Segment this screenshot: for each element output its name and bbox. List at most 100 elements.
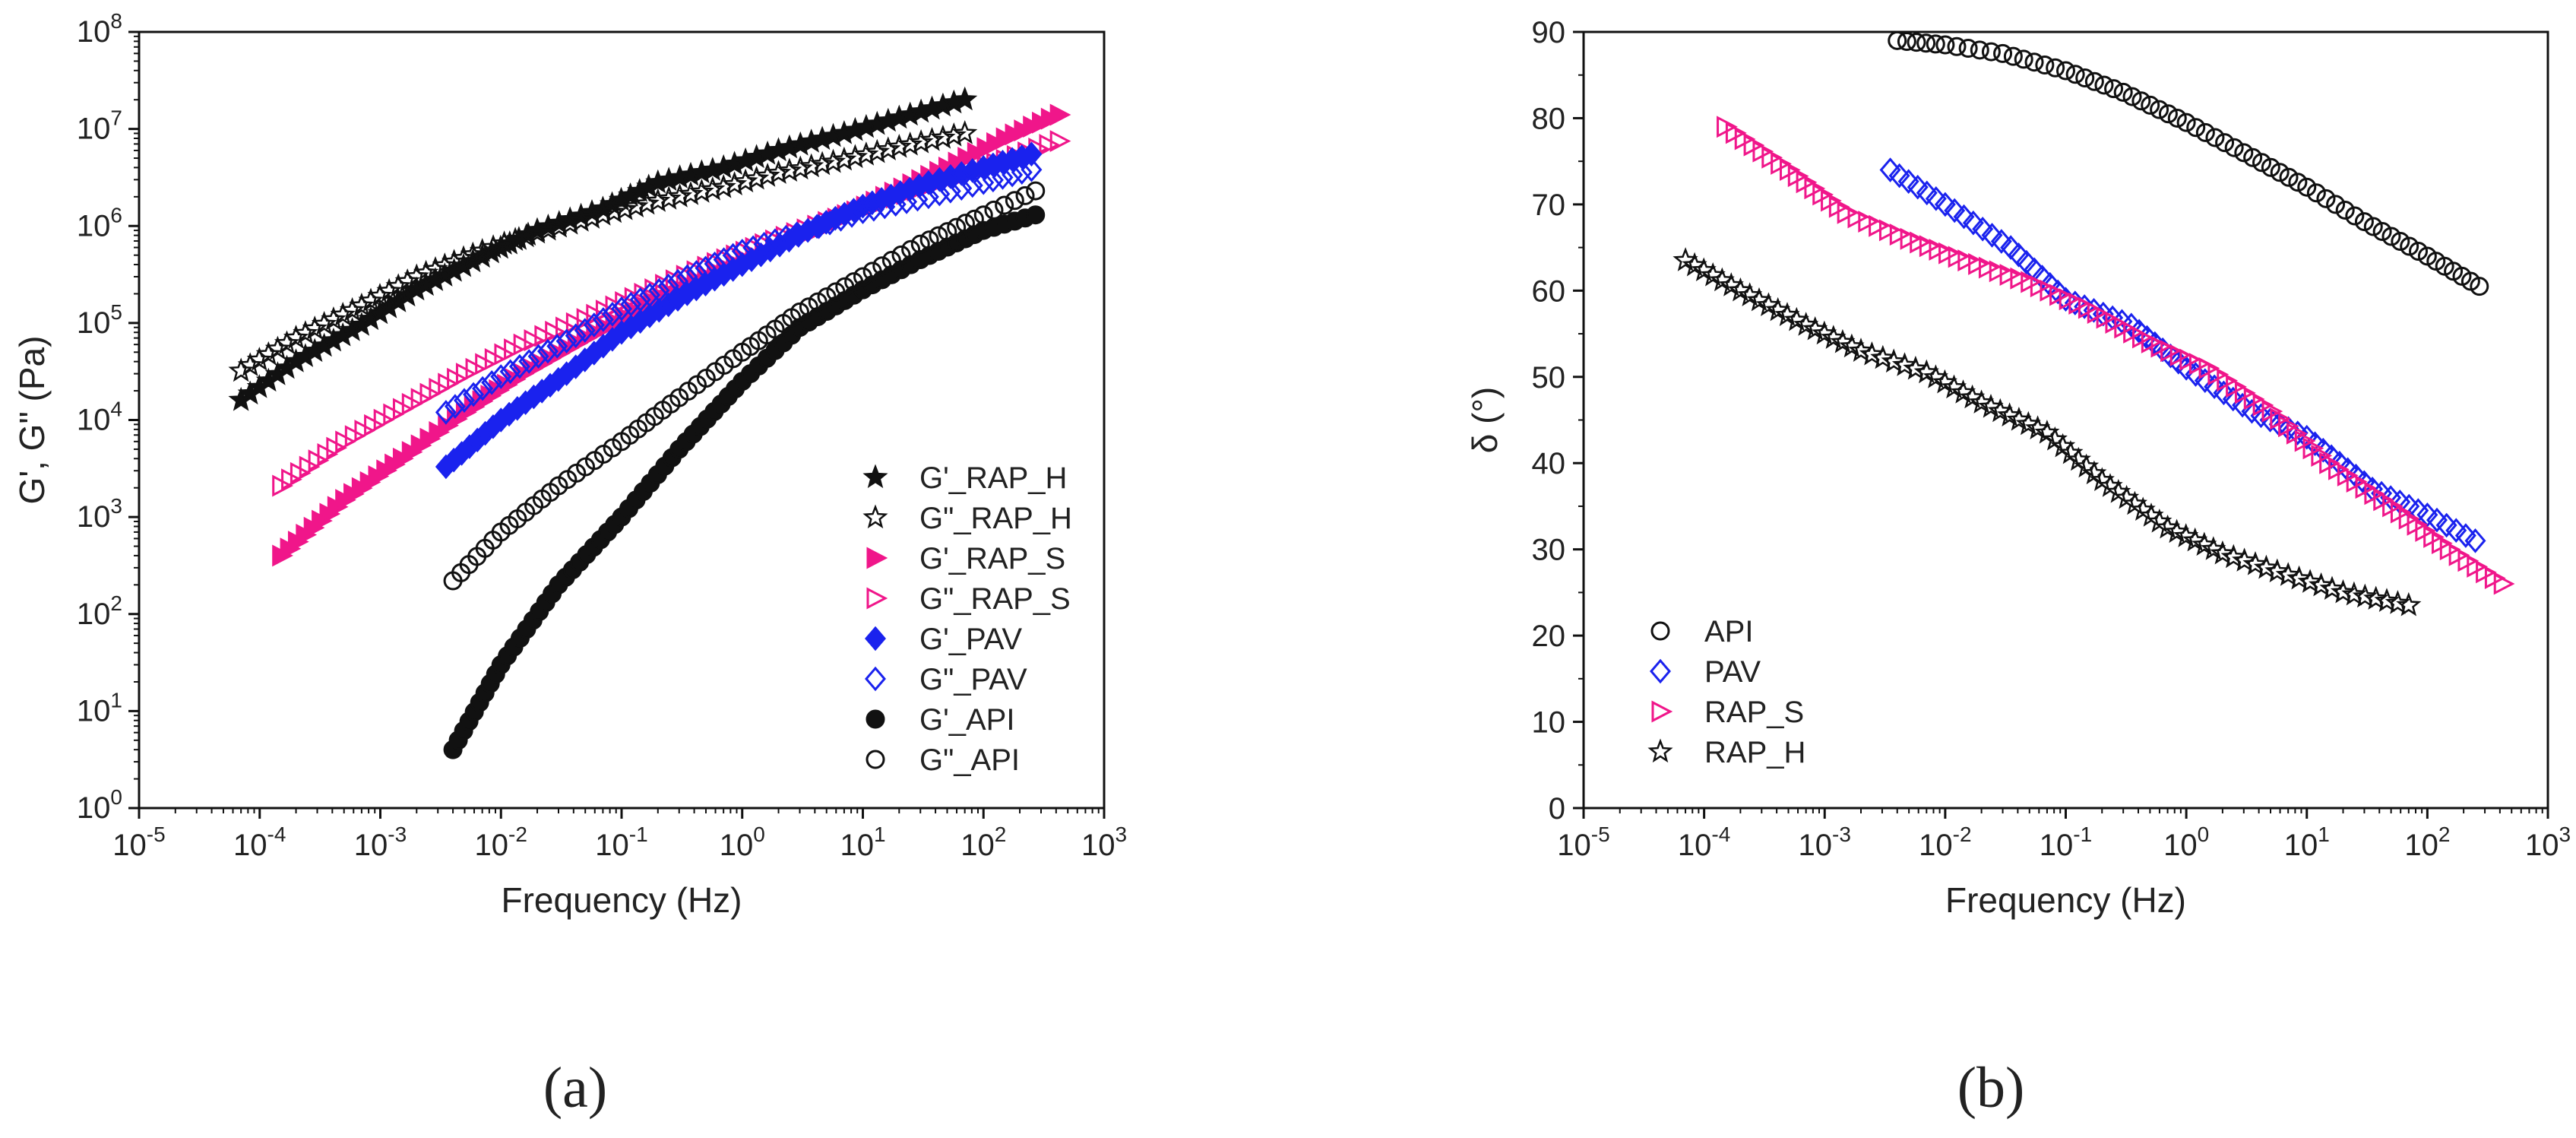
legend-label: RAP_H [1704, 736, 1805, 769]
data-point-interp [293, 320, 318, 344]
data-point-interp [623, 193, 649, 218]
data-point-interp [2445, 518, 2467, 544]
legend-entry: G'_API [866, 703, 1014, 737]
data-point-interp [513, 223, 540, 248]
data-point-interp [799, 297, 818, 317]
data-point-interp [601, 198, 627, 223]
y-tick-label: 105 [77, 300, 122, 340]
x-axis-label: Frequency (Hz) [502, 880, 742, 920]
data-point-interp [2195, 122, 2215, 142]
data-point [1957, 249, 1979, 272]
data-point [611, 296, 632, 322]
data-point-interp [1870, 344, 1896, 369]
data-point-interp [648, 277, 670, 303]
data-point-interp [2084, 71, 2104, 91]
data-point [973, 170, 995, 195]
data-point-interp [753, 231, 775, 257]
data-point [2330, 579, 2356, 604]
y-tick-label: 30 [1532, 534, 1566, 567]
data-point-interp [565, 312, 587, 334]
data-point-interp [2031, 265, 2053, 290]
data-point-interp [2024, 52, 2044, 72]
data-point-interp [1897, 31, 1916, 51]
data-point-interp [1972, 216, 1994, 242]
data-point [2354, 212, 2374, 232]
legend-entry: G"_PAV [865, 663, 1027, 696]
data-point-interp [620, 291, 642, 317]
data-point-interp [1869, 214, 1890, 237]
data-point-interp [2345, 206, 2365, 226]
data-point [2470, 277, 2489, 296]
data-point-interp [919, 230, 939, 250]
data-point-interp [939, 179, 961, 204]
data-point-interp [557, 211, 583, 235]
data-point-interp [579, 204, 605, 229]
series-G'_RAP_H [228, 86, 978, 411]
data-point [1935, 35, 1955, 55]
legend-marker [865, 626, 886, 651]
data-point [2493, 572, 2515, 595]
x-tick-label: 103 [2525, 823, 2571, 862]
data-point-interp [872, 256, 892, 276]
data-point-interp [583, 312, 605, 338]
series-PAV [1879, 157, 2486, 553]
series-RAP_S [1717, 116, 2515, 595]
data-point-interp [891, 245, 911, 265]
data-point [710, 174, 736, 198]
data-point-interp [2426, 507, 2448, 533]
data-point-interp [881, 251, 901, 271]
data-point-interp [678, 181, 704, 205]
data-point-interp [1888, 163, 1910, 189]
data-point-interp [2131, 91, 2151, 111]
y-tick-label: 50 [1532, 361, 1566, 395]
data-point-interp [929, 181, 951, 207]
data-point-interp [2363, 217, 2383, 236]
data-point [228, 357, 254, 382]
data-point-interp [527, 344, 549, 369]
data-point-interp [441, 249, 467, 273]
data-point-interp [961, 173, 983, 198]
data-point-interp [2224, 138, 2244, 157]
data-point-interp [1907, 174, 1929, 200]
data-point-interp [1897, 169, 1919, 194]
legend-entry: API [1650, 615, 1753, 648]
data-point-interp [1847, 206, 1869, 229]
x-tick-label: 10-5 [1557, 823, 1609, 862]
data-point-interp [376, 277, 402, 303]
data-point [1021, 157, 1043, 182]
data-point [1026, 205, 1046, 225]
data-point-interp [460, 241, 486, 266]
y-tick-label: 0 [1549, 792, 1565, 826]
data-point-interp [808, 214, 830, 239]
caption-a: (a) [543, 1056, 607, 1120]
data-point-interp [947, 217, 967, 237]
data-point-interp [755, 163, 780, 187]
data-point-interp [1011, 160, 1033, 185]
data-point-interp [2306, 183, 2326, 203]
legend-marker [866, 547, 888, 569]
data-point-interp [907, 186, 929, 212]
data-point [1934, 192, 1956, 217]
data-point [1026, 181, 1046, 201]
data-point-interp [1916, 180, 1938, 206]
data-point [1993, 43, 2013, 63]
data-point-interp [830, 207, 852, 232]
data-point-interp [311, 311, 337, 335]
data-point-interp [1858, 211, 1880, 233]
y-tick-label: 70 [1532, 189, 1566, 222]
data-point-interp [819, 210, 841, 236]
data-point-interp [367, 283, 393, 307]
legend-marker [866, 750, 885, 769]
legend-label: G"_PAV [919, 663, 1027, 696]
data-point-interp [592, 307, 614, 332]
x-tick-label: 100 [720, 823, 765, 862]
data-point-interp [601, 302, 623, 327]
y-tick-label: 40 [1532, 447, 1566, 480]
data-point-interp [274, 330, 300, 355]
data-point-interp [2261, 157, 2280, 177]
data-point [797, 217, 819, 243]
y-tick-label: 103 [77, 494, 122, 534]
data-point-interp [941, 122, 967, 147]
data-point [951, 86, 978, 111]
